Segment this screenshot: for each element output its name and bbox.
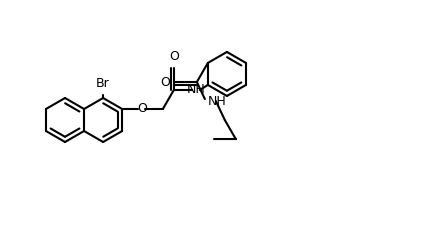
Text: O: O: [137, 102, 147, 116]
Text: NH: NH: [187, 83, 205, 96]
Text: NH: NH: [208, 94, 226, 108]
Text: O: O: [160, 75, 170, 89]
Text: O: O: [169, 50, 179, 63]
Text: Br: Br: [96, 77, 110, 90]
